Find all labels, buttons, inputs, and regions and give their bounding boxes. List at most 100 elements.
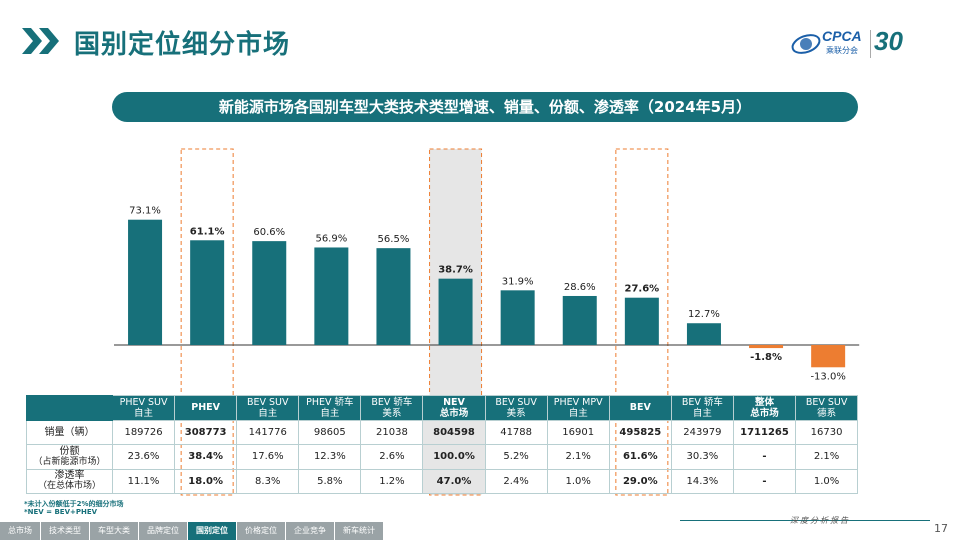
- table-cell: 18.0%: [174, 468, 238, 494]
- data-label: 73.1%: [129, 206, 161, 217]
- title-chevron-icon: [22, 28, 59, 54]
- nav-tab[interactable]: 车型大类: [90, 522, 139, 540]
- table-cell: 12.3%: [298, 444, 362, 470]
- data-label: 12.7%: [688, 309, 720, 320]
- data-label: 56.5%: [378, 234, 410, 245]
- table-cell: 2.6%: [360, 444, 424, 470]
- column-header-line2: 自主: [692, 407, 712, 419]
- table-cell: 2.4%: [484, 468, 548, 494]
- table-cell: 61.6%: [608, 444, 672, 470]
- data-label: -1.8%: [750, 352, 782, 363]
- column-header: PHEV SUV 自主: [111, 395, 176, 421]
- data-label: 28.6%: [564, 282, 596, 293]
- nav-tab[interactable]: 总市场: [0, 522, 41, 540]
- nav-tab[interactable]: 国别定位: [188, 522, 237, 540]
- bar: [376, 248, 411, 345]
- bar: [686, 323, 721, 345]
- column-header-line1: BEV SUV: [495, 396, 537, 408]
- bar: [749, 345, 784, 349]
- table-cell: 16730: [795, 419, 859, 445]
- column-header-line1: PHEV SUV: [119, 396, 168, 408]
- column-header-line1: PHEV 轿车: [306, 396, 354, 408]
- row-header: 销量（辆）: [26, 419, 113, 445]
- highlight-box: [180, 148, 234, 496]
- column-header-line2: 总市场: [439, 407, 469, 419]
- column-header-line1: 整体: [754, 396, 774, 408]
- column-header-line1: NEV: [443, 396, 465, 408]
- table-cell: 5.8%: [298, 468, 362, 494]
- table-cell: 14.3%: [670, 468, 734, 494]
- cpca-logo-icon: [791, 34, 821, 54]
- table-cell: 98605: [298, 419, 362, 445]
- column-header-line2: 自主: [320, 407, 340, 419]
- row-header-line2: （占新能源市场）: [33, 456, 106, 467]
- anniversary-logo: 30: [874, 26, 903, 56]
- table-cell: 29.0%: [608, 468, 672, 494]
- table-cell: -: [732, 444, 797, 470]
- table-cell: 16901: [546, 419, 610, 445]
- table-cell: 141776: [236, 419, 300, 445]
- data-label: 60.6%: [253, 227, 285, 238]
- nav-tab[interactable]: 技术类型: [41, 522, 90, 540]
- row-header: 份额 （占新能源市场）: [26, 444, 113, 470]
- table-cell: 1.2%: [360, 468, 424, 494]
- report-label: 深度分析报告: [790, 516, 850, 525]
- data-label: 38.7%: [438, 265, 473, 276]
- bar: [438, 278, 473, 345]
- bar: [190, 240, 225, 345]
- column-header-line2: 自主: [258, 407, 278, 419]
- footnote-2: *NEV = BEV+PHEV: [24, 508, 98, 516]
- data-label: 61.1%: [190, 226, 225, 237]
- row-header-line1: 份额: [59, 445, 80, 457]
- column-header-line1: BEV 轿车: [681, 396, 723, 408]
- footnote-1: *未计入份额低于2%的细分市场: [24, 500, 124, 508]
- table-cell: 2.1%: [546, 444, 610, 470]
- table-cell: 11.1%: [111, 468, 176, 494]
- column-header: BEV 轿车 自主: [670, 395, 734, 421]
- footer-divider: [680, 520, 930, 521]
- bar: [252, 241, 287, 345]
- column-header: BEV: [608, 395, 672, 421]
- data-label: -13.0%: [810, 371, 845, 382]
- table-cell: 47.0%: [422, 468, 486, 494]
- section-nav: 总市场 技术类型 车型大类 品牌定位 国别定位 价格定位 企业竞争 新车统计: [0, 522, 960, 540]
- table-row: 销量（辆） 189726 308773 141776 98605 21038 804598 4…: [26, 419, 859, 445]
- column-header-line2: 美系: [506, 407, 526, 419]
- data-label: 27.6%: [624, 284, 659, 295]
- table-cell: 804598: [422, 419, 486, 445]
- highlight-box: [615, 148, 669, 496]
- table-cell: 1711265: [732, 419, 797, 445]
- bar: [562, 295, 597, 345]
- row-header: 渗透率 （在总体市场）: [26, 468, 113, 494]
- brand-divider: [870, 30, 871, 58]
- page-number: 17: [934, 522, 948, 535]
- table-cell: 308773: [174, 419, 238, 445]
- chart-title-banner: 新能源市场各国别车型大类技术类型增速、销量、份额、渗透率（2024年5月）: [112, 92, 858, 122]
- table-row: 份额 （占新能源市场） 23.6% 38.4% 17.6% 12.3% 2.6% 100.0%…: [26, 444, 859, 470]
- column-header: BEV 轿车 美系: [360, 395, 424, 421]
- column-header-line1: PHEV: [191, 402, 221, 414]
- table-cell: 2.1%: [795, 444, 859, 470]
- table-row: 渗透率 （在总体市场） 11.1% 18.0% 8.3% 5.8% 1.2% 47.0% 2.4…: [26, 468, 859, 494]
- column-header: BEV SUV 德系: [795, 395, 859, 421]
- nav-tab[interactable]: 企业竞争: [286, 522, 335, 540]
- table-cell: 1.0%: [546, 468, 610, 494]
- page-title: 国别定位细分市场: [74, 30, 291, 60]
- column-header: BEV SUV 自主: [236, 395, 300, 421]
- nav-tab[interactable]: 价格定位: [237, 522, 286, 540]
- table-cell: 100.0%: [422, 444, 486, 470]
- column-header: BEV SUV 美系: [484, 395, 548, 421]
- bar: [128, 219, 163, 345]
- bar: [624, 297, 659, 345]
- table-cell: 495825: [608, 419, 672, 445]
- highlight-box: [429, 148, 483, 496]
- nav-tab[interactable]: 新车统计: [335, 522, 384, 540]
- table-cell: 189726: [111, 419, 176, 445]
- table-corner: [26, 395, 113, 421]
- row-header-line1: 销量（辆）: [44, 426, 95, 438]
- table-cell: 1.0%: [795, 468, 859, 494]
- nav-tab[interactable]: 品牌定位: [139, 522, 188, 540]
- table-cell: 243979: [670, 419, 734, 445]
- row-header-line2: （在总体市场）: [37, 481, 101, 492]
- row-header-line1: 渗透率: [54, 470, 85, 482]
